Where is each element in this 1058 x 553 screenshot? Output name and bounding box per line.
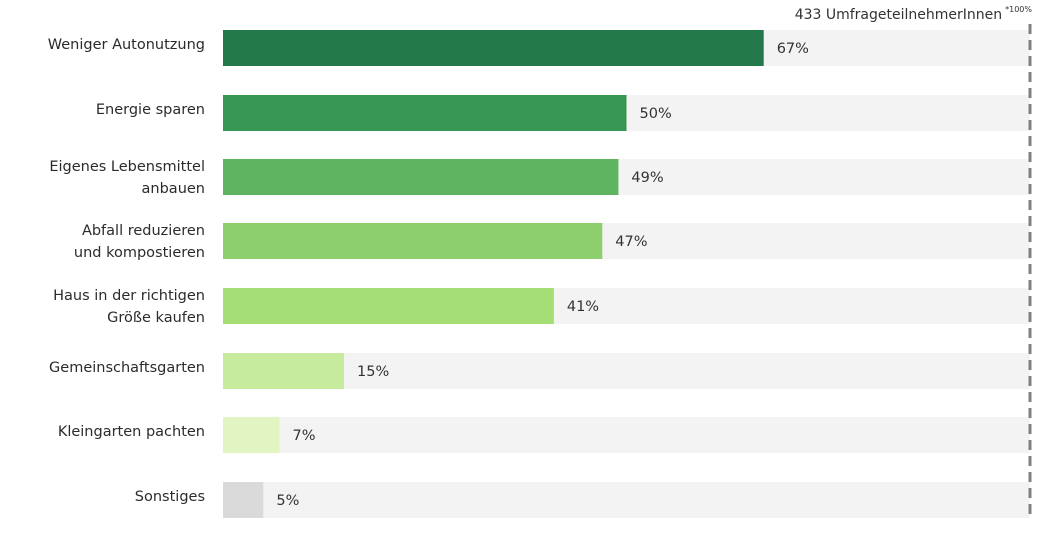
- bar: [223, 288, 554, 324]
- bar: [223, 95, 627, 131]
- value-label: 5%: [276, 493, 299, 509]
- category-label: Weniger Autonutzung: [48, 37, 205, 53]
- percent-basis-note: *100%: [1005, 5, 1032, 14]
- bar-track: [223, 353, 1030, 389]
- bar-track: [223, 417, 1030, 453]
- category-label-line: und kompostieren: [74, 245, 205, 261]
- value-label: 49%: [631, 170, 663, 186]
- category-label-line: Abfall reduzieren: [82, 223, 205, 239]
- category-label-line: Eigenes Lebensmittel: [49, 159, 205, 175]
- bar: [223, 482, 264, 518]
- category-label-line: Gemeinschaftsgarten: [49, 360, 205, 376]
- category-label-line: Kleingarten pachten: [58, 424, 205, 440]
- respondents-annotation: 433 UmfrageteilnehmerInnen *100%: [794, 5, 1032, 23]
- value-labels: 67% 50% 49% 47% 41% 15% 7% 5%: [276, 41, 809, 509]
- category-label-line: anbauen: [142, 181, 205, 197]
- bar: [223, 353, 345, 389]
- category-label-line: Sonstiges: [135, 489, 205, 505]
- category-label-line: Energie sparen: [96, 102, 205, 118]
- category-label: Energie sparen: [96, 102, 205, 118]
- category-label: Haus in der richtigen Größe kaufen: [53, 288, 205, 326]
- category-label: Sonstiges: [135, 489, 205, 505]
- category-label-line: Haus in der richtigen: [53, 288, 205, 304]
- category-label: Gemeinschaftsgarten: [49, 360, 205, 376]
- value-label: 50%: [640, 106, 672, 122]
- bar: [223, 223, 603, 259]
- value-label: 7%: [292, 428, 315, 444]
- value-label: 15%: [357, 364, 389, 380]
- respondents-count: 433 UmfrageteilnehmerInnen: [794, 7, 1003, 23]
- bar: [223, 159, 619, 195]
- category-label: Abfall reduzieren und kompostieren: [74, 223, 205, 261]
- bars: [223, 30, 764, 518]
- value-label: 67%: [777, 41, 809, 57]
- bar-track: [223, 482, 1030, 518]
- value-label: 47%: [615, 234, 647, 250]
- category-label-line: Größe kaufen: [107, 310, 205, 326]
- value-label: 41%: [567, 299, 599, 315]
- category-label: Eigenes Lebensmittel anbauen: [49, 159, 205, 197]
- category-labels: Weniger Autonutzung Energie sparen Eigenes…: [48, 37, 205, 505]
- bar: [223, 30, 764, 66]
- category-label-line: Weniger Autonutzung: [48, 37, 205, 53]
- category-label: Kleingarten pachten: [58, 424, 205, 440]
- bar: [223, 417, 280, 453]
